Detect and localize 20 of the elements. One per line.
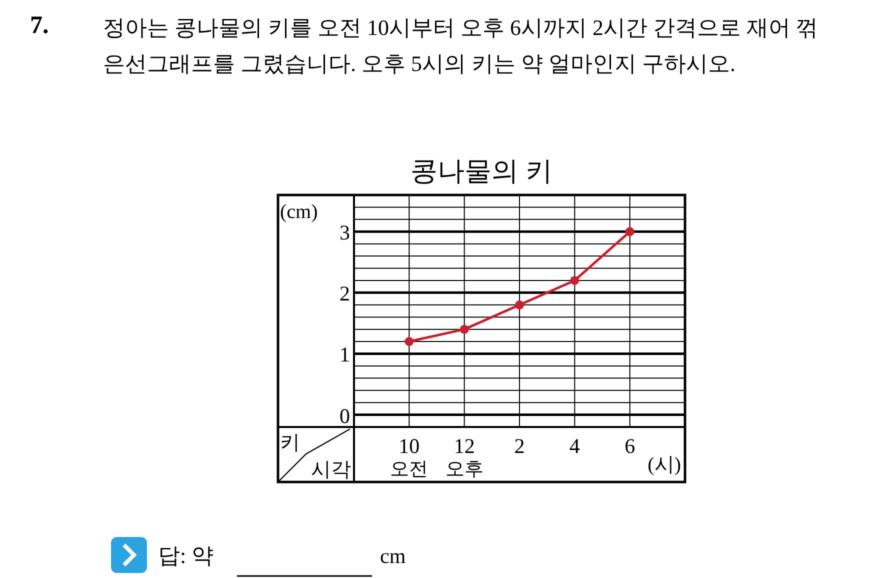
xtick: 4	[569, 434, 580, 458]
annotation: 답: 약	[158, 543, 214, 568]
xtick: 6	[624, 434, 636, 458]
xtick: 오전	[390, 459, 428, 480]
ytick: 2	[340, 282, 350, 306]
ytick: 0	[340, 404, 350, 428]
xtick: 2	[514, 434, 525, 458]
xtick: 12	[454, 434, 475, 458]
ylabel: (cm)	[280, 201, 318, 223]
annotation: 시각	[311, 459, 351, 481]
title: 콩나물의 키	[410, 156, 552, 186]
xtick: 10	[398, 434, 420, 458]
annotation: cm	[380, 544, 406, 568]
annotation: 7.	[30, 12, 49, 40]
xtick: 오후	[445, 459, 484, 480]
annotation: 키	[280, 432, 300, 454]
annotation: 정아는 콩나물의 키를 오전 10시부터 오후 6시까지 2시간 간격으로 재어 꺾은선그래프를 그렸습니다. 오후 5시의 키는 약 얼마인지 구하시오.	[103, 14, 819, 78]
ytick: 1	[340, 342, 350, 367]
ytick: 3	[340, 220, 350, 245]
xlabel: (시)	[648, 454, 681, 476]
